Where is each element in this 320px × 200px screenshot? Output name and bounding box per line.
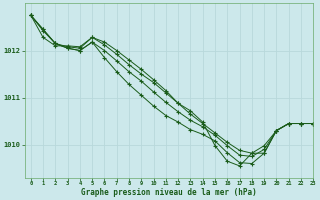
X-axis label: Graphe pression niveau de la mer (hPa): Graphe pression niveau de la mer (hPa) bbox=[81, 188, 257, 197]
